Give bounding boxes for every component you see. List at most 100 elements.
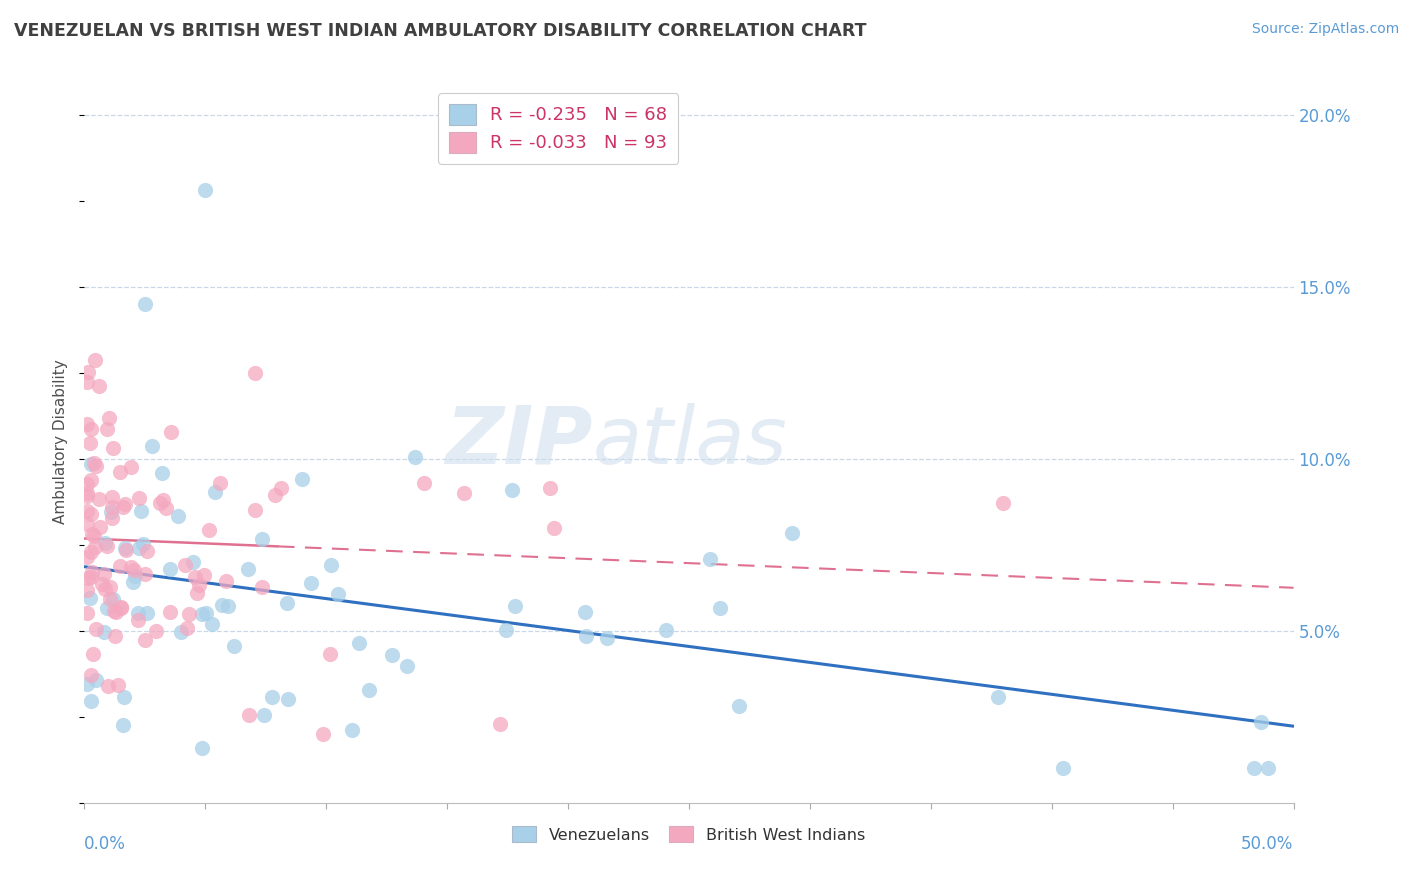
Text: atlas: atlas <box>592 402 787 481</box>
Point <box>141 439 163 453</box>
Point <box>340 723 363 737</box>
Point <box>128 541 150 555</box>
Point <box>80 507 103 521</box>
Point <box>76 485 98 500</box>
Point <box>243 502 266 516</box>
Point <box>209 475 232 490</box>
Point <box>104 605 127 619</box>
Point <box>176 621 198 635</box>
Point <box>76 503 98 517</box>
Point <box>160 425 183 439</box>
Point <box>83 456 105 470</box>
Point <box>101 591 124 606</box>
Point <box>76 375 98 389</box>
Point <box>187 578 209 592</box>
Point <box>76 677 98 691</box>
Point <box>404 450 426 465</box>
Point <box>1052 761 1074 775</box>
Point <box>80 668 103 682</box>
Point <box>501 483 523 497</box>
Point <box>131 504 153 518</box>
Point <box>114 497 136 511</box>
Point <box>93 536 115 550</box>
Point <box>574 605 596 619</box>
Point <box>112 690 135 704</box>
Point <box>134 297 156 311</box>
Point <box>115 542 138 557</box>
Point <box>134 632 156 647</box>
Point <box>262 690 284 704</box>
Point <box>124 563 146 577</box>
Text: 50.0%: 50.0% <box>1241 835 1294 854</box>
Point <box>987 690 1010 704</box>
Point <box>276 595 298 609</box>
Point <box>709 601 731 615</box>
Point <box>80 457 103 471</box>
Point <box>136 544 159 558</box>
Point <box>80 570 103 584</box>
Point <box>76 476 98 491</box>
Point <box>250 581 273 595</box>
Point <box>111 500 134 514</box>
Point <box>155 501 177 516</box>
Point <box>107 678 129 692</box>
Point <box>543 521 565 535</box>
Point <box>80 473 103 487</box>
Point <box>84 541 107 555</box>
Point <box>727 698 749 713</box>
Point <box>453 486 475 500</box>
Point <box>98 411 121 425</box>
Point <box>104 629 127 643</box>
Point <box>127 606 149 620</box>
Point <box>413 475 436 490</box>
Point <box>299 575 322 590</box>
Point <box>595 631 617 645</box>
Point <box>198 524 221 538</box>
Point <box>159 605 181 619</box>
Point <box>319 647 342 661</box>
Point <box>253 707 276 722</box>
Point <box>993 496 1015 510</box>
Point <box>80 545 103 559</box>
Point <box>780 525 803 540</box>
Point <box>89 519 111 533</box>
Point <box>177 607 200 621</box>
Point <box>76 550 98 565</box>
Point <box>80 422 103 436</box>
Point <box>193 568 215 582</box>
Point <box>90 577 112 591</box>
Point <box>349 635 371 649</box>
Point <box>101 511 124 525</box>
Point <box>152 492 174 507</box>
Point <box>201 617 224 632</box>
Point <box>149 496 172 510</box>
Point <box>97 680 120 694</box>
Point <box>222 639 245 653</box>
Point <box>76 490 98 504</box>
Text: ZIP: ZIP <box>444 402 592 481</box>
Point <box>181 555 204 569</box>
Point <box>96 422 118 436</box>
Point <box>76 417 98 432</box>
Point <box>250 532 273 546</box>
Point <box>312 727 335 741</box>
Point <box>128 491 150 505</box>
Point <box>167 509 190 524</box>
Point <box>1243 761 1265 775</box>
Point <box>93 625 115 640</box>
Point <box>184 570 207 584</box>
Point <box>93 582 115 597</box>
Point <box>211 598 233 612</box>
Point <box>495 624 517 638</box>
Point <box>110 600 132 615</box>
Point <box>111 718 134 732</box>
Legend: Venezuelans, British West Indians: Venezuelans, British West Indians <box>506 820 872 849</box>
Point <box>76 606 98 620</box>
Point <box>489 717 512 731</box>
Point <box>654 623 676 637</box>
Point <box>243 366 266 380</box>
Point <box>191 741 214 756</box>
Point <box>538 481 561 495</box>
Point <box>84 623 107 637</box>
Point <box>77 365 100 379</box>
